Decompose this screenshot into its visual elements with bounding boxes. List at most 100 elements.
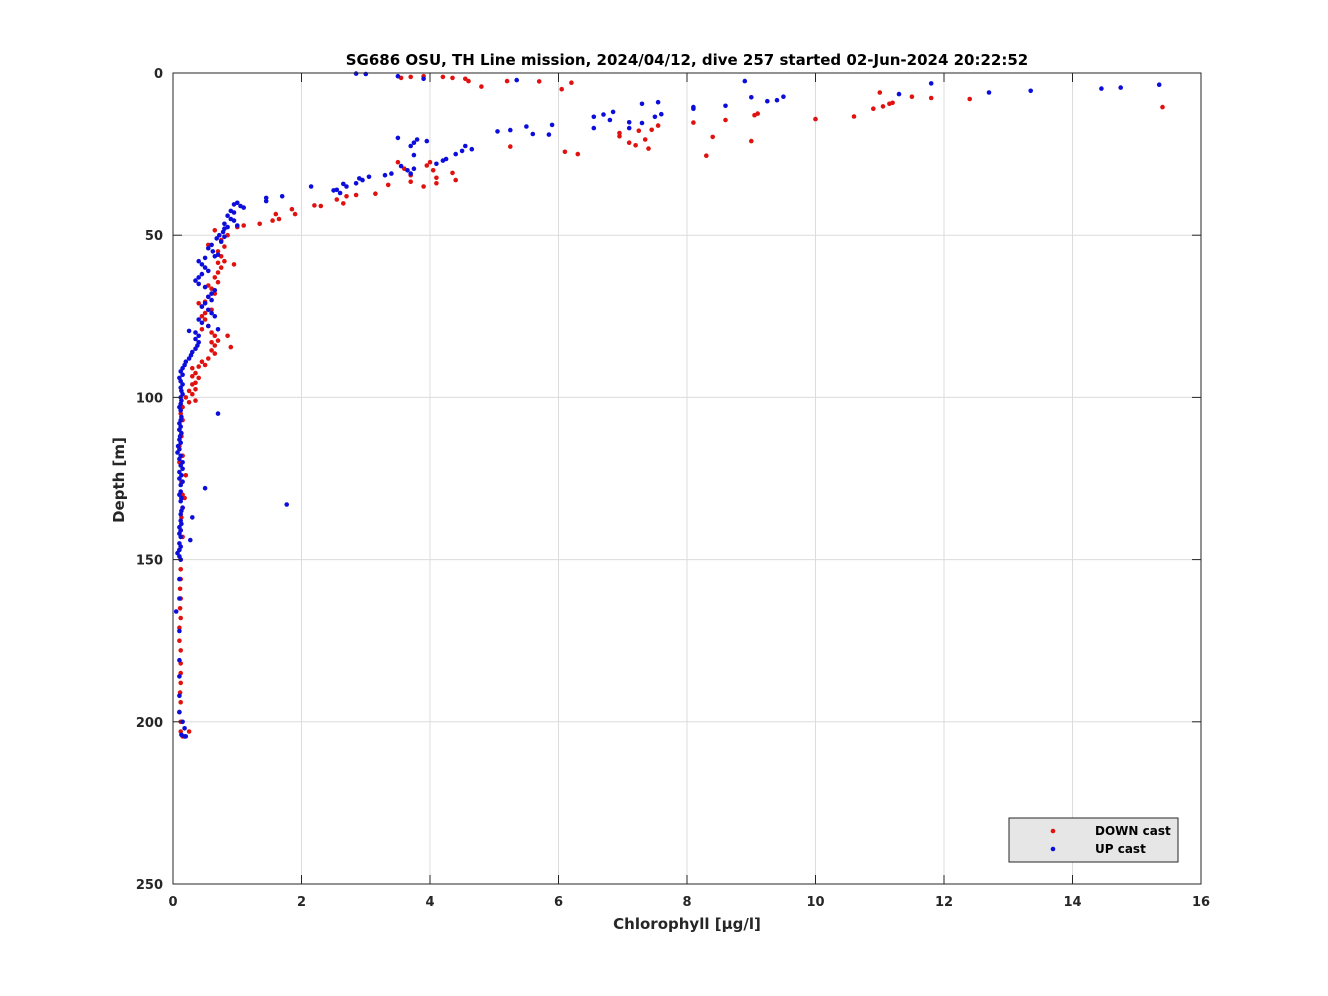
up-cast-point xyxy=(421,76,426,82)
up-cast-point xyxy=(193,346,198,352)
down-cast-point xyxy=(569,80,574,85)
up-cast-point xyxy=(341,181,346,187)
down-cast-point xyxy=(186,400,192,405)
down-cast-point xyxy=(206,356,211,361)
down-cast-point xyxy=(928,95,934,101)
up-cast-point xyxy=(389,171,394,176)
down-cast-point xyxy=(453,177,459,183)
up-cast-point xyxy=(263,198,269,204)
x-axis-label: Chlorophyll [μg/l] xyxy=(613,915,761,933)
up-cast-point xyxy=(199,262,205,267)
down-cast-point xyxy=(190,374,195,379)
down-cast-point xyxy=(626,140,632,145)
up-cast-point xyxy=(196,275,201,280)
down-cast-point xyxy=(649,127,654,133)
down-cast-point xyxy=(344,194,349,199)
down-cast-point xyxy=(710,134,715,140)
down-cast-point xyxy=(334,197,340,202)
up-cast-point xyxy=(182,726,187,731)
down-cast-point xyxy=(199,359,205,365)
up-cast-point xyxy=(231,218,237,223)
up-cast-point xyxy=(196,333,201,339)
up-cast-point xyxy=(279,194,285,199)
down-cast-point xyxy=(202,317,208,322)
down-cast-point xyxy=(202,310,208,316)
down-cast-point xyxy=(193,387,198,392)
up-cast-point xyxy=(524,124,529,129)
down-cast-point xyxy=(183,473,189,478)
up-cast-point xyxy=(723,103,728,109)
down-cast-point xyxy=(749,138,754,144)
up-cast-point xyxy=(186,328,192,334)
down-cast-point xyxy=(440,74,446,80)
down-cast-point xyxy=(186,729,192,734)
down-cast-point xyxy=(273,211,279,217)
down-cast-point xyxy=(212,343,218,348)
up-cast-point xyxy=(344,184,349,189)
down-cast-point xyxy=(655,123,661,128)
up-cast-point xyxy=(659,111,664,117)
up-cast-point xyxy=(177,657,182,663)
down-cast-point xyxy=(257,221,263,227)
down-cast-point xyxy=(199,314,205,319)
data-points xyxy=(173,71,1165,739)
down-cast-point xyxy=(723,117,728,123)
x-tick-label: 16 xyxy=(1192,895,1210,910)
up-cast-point xyxy=(188,537,193,543)
down-cast-point xyxy=(218,265,224,270)
down-cast-point xyxy=(177,625,182,630)
up-cast-point xyxy=(214,236,219,241)
down-cast-point xyxy=(183,395,189,400)
down-cast-point xyxy=(215,338,221,343)
up-cast-point xyxy=(601,112,606,117)
down-cast-point xyxy=(909,94,915,99)
up-cast-point xyxy=(231,202,237,207)
axis-ticks xyxy=(172,72,1202,885)
up-cast-point xyxy=(360,177,365,183)
down-cast-point xyxy=(270,218,275,223)
chart-title: SG686 OSU, TH Line mission, 2024/04/12, … xyxy=(346,51,1029,69)
down-cast-point xyxy=(215,260,221,266)
down-cast-point xyxy=(450,170,455,176)
up-cast-point xyxy=(459,148,465,154)
up-cast-point xyxy=(353,181,359,186)
down-cast-point xyxy=(292,211,298,217)
down-cast-point xyxy=(212,333,218,339)
up-cast-point xyxy=(508,127,513,133)
up-cast-point xyxy=(209,242,214,248)
x-tick-label: 10 xyxy=(806,895,824,910)
up-cast-point xyxy=(196,281,201,287)
y-tick-label: 150 xyxy=(136,554,163,569)
up-cast-point xyxy=(353,71,359,76)
down-cast-point xyxy=(193,398,198,403)
up-cast-point xyxy=(206,268,211,274)
up-cast-point xyxy=(655,99,661,105)
up-cast-point xyxy=(408,171,414,176)
up-cast-point xyxy=(896,91,902,97)
down-cast-point xyxy=(633,143,638,148)
up-cast-point xyxy=(177,596,182,601)
up-cast-point xyxy=(196,317,201,322)
up-cast-point xyxy=(639,101,645,107)
up-cast-point xyxy=(177,628,182,634)
up-cast-point xyxy=(781,94,786,99)
down-cast-point xyxy=(479,84,484,89)
up-cast-point xyxy=(395,135,401,141)
up-cast-point xyxy=(177,709,182,715)
up-cast-point xyxy=(331,188,336,193)
down-cast-point xyxy=(212,291,218,296)
up-cast-point xyxy=(765,98,770,104)
x-tick-label: 8 xyxy=(682,895,691,910)
y-tick-label: 50 xyxy=(145,229,163,244)
up-cast-point xyxy=(749,95,754,100)
series-up-cast xyxy=(173,71,1162,739)
up-cast-point xyxy=(424,138,430,144)
down-cast-point xyxy=(178,700,183,705)
up-cast-point xyxy=(639,120,645,126)
down-cast-point xyxy=(704,153,709,158)
legend-marker-down-cast xyxy=(1050,828,1056,834)
down-cast-point xyxy=(215,270,221,275)
up-cast-point xyxy=(774,97,780,103)
up-cast-point xyxy=(177,456,182,462)
up-cast-point xyxy=(177,492,182,498)
